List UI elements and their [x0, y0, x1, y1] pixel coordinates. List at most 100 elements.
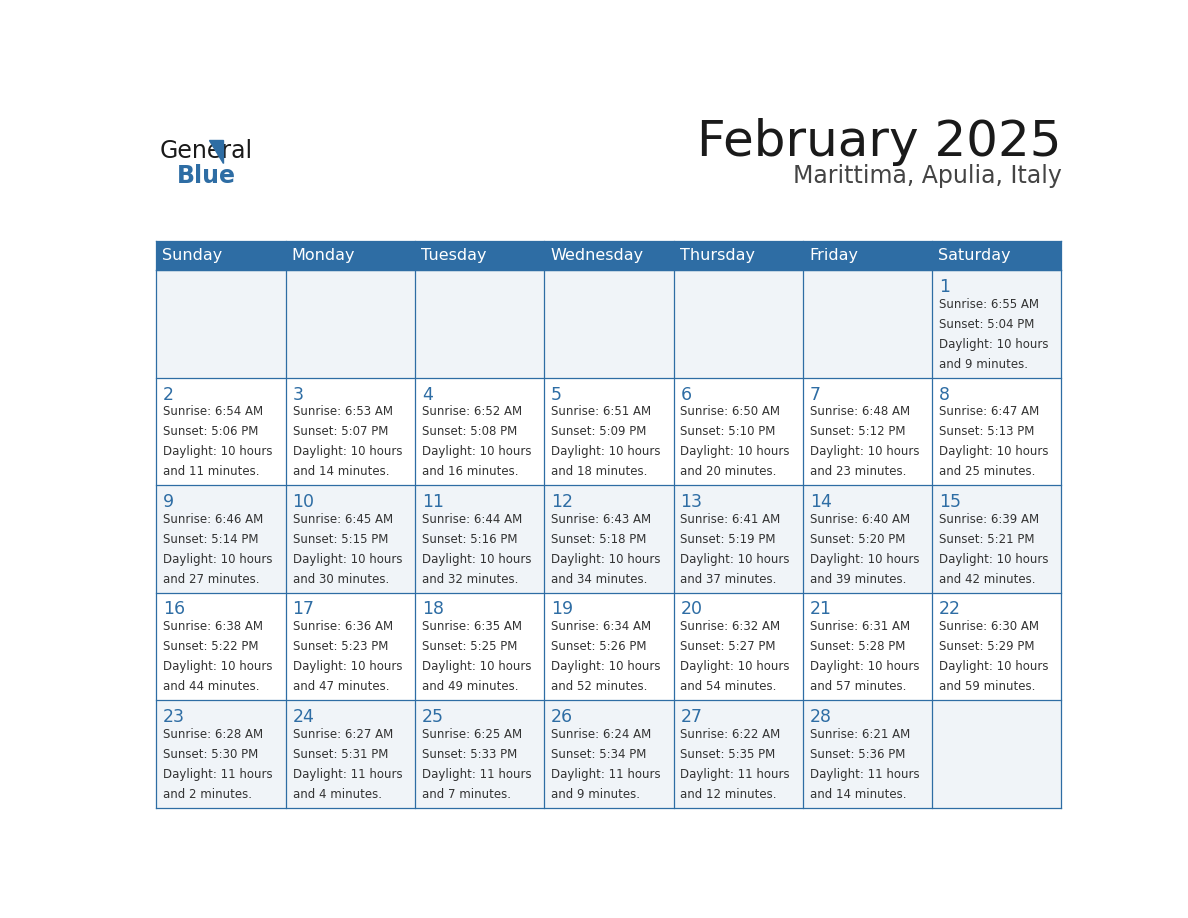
Text: Daylight: 10 hours: Daylight: 10 hours — [163, 445, 273, 458]
Bar — [674, 700, 803, 808]
Text: Sunrise: 6:25 AM: Sunrise: 6:25 AM — [422, 728, 522, 741]
Bar — [285, 270, 415, 378]
Text: Saturday: Saturday — [939, 248, 1011, 263]
Text: and 2 minutes.: and 2 minutes. — [163, 788, 252, 800]
Text: and 59 minutes.: and 59 minutes. — [939, 680, 1036, 693]
Bar — [415, 700, 544, 808]
Text: and 14 minutes.: and 14 minutes. — [810, 788, 906, 800]
Text: 23: 23 — [163, 708, 185, 726]
Text: and 18 minutes.: and 18 minutes. — [551, 465, 647, 478]
Text: Daylight: 11 hours: Daylight: 11 hours — [163, 767, 273, 780]
Text: Daylight: 11 hours: Daylight: 11 hours — [422, 767, 531, 780]
Polygon shape — [209, 140, 223, 163]
Bar — [544, 486, 674, 593]
Text: Sunset: 5:35 PM: Sunset: 5:35 PM — [681, 748, 776, 761]
Text: Monday: Monday — [292, 248, 355, 263]
Text: 17: 17 — [292, 600, 315, 619]
Bar — [285, 486, 415, 593]
Text: and 42 minutes.: and 42 minutes. — [939, 573, 1036, 586]
Text: Friday: Friday — [809, 248, 858, 263]
Text: 18: 18 — [422, 600, 444, 619]
Text: General: General — [159, 140, 253, 163]
Text: Daylight: 11 hours: Daylight: 11 hours — [292, 767, 403, 780]
Text: 3: 3 — [292, 386, 304, 404]
Text: Sunset: 5:13 PM: Sunset: 5:13 PM — [939, 425, 1035, 438]
Text: Daylight: 11 hours: Daylight: 11 hours — [551, 767, 661, 780]
Text: Daylight: 10 hours: Daylight: 10 hours — [810, 445, 920, 458]
Bar — [157, 378, 285, 486]
Bar — [933, 378, 1061, 486]
Text: 20: 20 — [681, 600, 702, 619]
Text: and 9 minutes.: and 9 minutes. — [939, 358, 1028, 371]
Text: Wednesday: Wednesday — [550, 248, 644, 263]
Text: Sunrise: 6:36 AM: Sunrise: 6:36 AM — [292, 621, 393, 633]
Text: Sunrise: 6:35 AM: Sunrise: 6:35 AM — [422, 621, 522, 633]
Bar — [674, 378, 803, 486]
Text: and 11 minutes.: and 11 minutes. — [163, 465, 260, 478]
Text: 1: 1 — [939, 278, 950, 296]
Text: Sunrise: 6:31 AM: Sunrise: 6:31 AM — [810, 621, 910, 633]
Text: Daylight: 10 hours: Daylight: 10 hours — [681, 445, 790, 458]
Text: Daylight: 10 hours: Daylight: 10 hours — [810, 660, 920, 673]
Text: and 23 minutes.: and 23 minutes. — [810, 465, 906, 478]
Text: Sunrise: 6:55 AM: Sunrise: 6:55 AM — [939, 298, 1040, 311]
Text: Daylight: 10 hours: Daylight: 10 hours — [681, 553, 790, 565]
Text: Thursday: Thursday — [680, 248, 754, 263]
Bar — [803, 593, 933, 700]
Text: Sunset: 5:18 PM: Sunset: 5:18 PM — [551, 532, 646, 546]
Text: 8: 8 — [939, 386, 950, 404]
Text: Daylight: 10 hours: Daylight: 10 hours — [422, 660, 531, 673]
Text: Sunrise: 6:45 AM: Sunrise: 6:45 AM — [292, 513, 393, 526]
Text: and 39 minutes.: and 39 minutes. — [810, 573, 906, 586]
Text: 19: 19 — [551, 600, 574, 619]
Text: and 32 minutes.: and 32 minutes. — [422, 573, 518, 586]
Bar — [157, 700, 285, 808]
Text: Sunset: 5:10 PM: Sunset: 5:10 PM — [681, 425, 776, 438]
Text: and 7 minutes.: and 7 minutes. — [422, 788, 511, 800]
Text: Sunset: 5:08 PM: Sunset: 5:08 PM — [422, 425, 517, 438]
Text: Sunset: 5:25 PM: Sunset: 5:25 PM — [422, 640, 517, 654]
Text: Sunrise: 6:39 AM: Sunrise: 6:39 AM — [939, 513, 1040, 526]
Text: Sunset: 5:09 PM: Sunset: 5:09 PM — [551, 425, 646, 438]
Text: and 34 minutes.: and 34 minutes. — [551, 573, 647, 586]
Bar — [415, 378, 544, 486]
Text: February 2025: February 2025 — [697, 118, 1061, 166]
Text: Sunrise: 6:53 AM: Sunrise: 6:53 AM — [292, 406, 392, 419]
Text: Sunset: 5:19 PM: Sunset: 5:19 PM — [681, 532, 776, 546]
Bar — [544, 593, 674, 700]
Text: 28: 28 — [810, 708, 832, 726]
Bar — [157, 486, 285, 593]
Text: Sunset: 5:04 PM: Sunset: 5:04 PM — [939, 318, 1035, 330]
Text: Daylight: 10 hours: Daylight: 10 hours — [551, 445, 661, 458]
Bar — [157, 270, 285, 378]
Text: 7: 7 — [810, 386, 821, 404]
Bar — [674, 270, 803, 378]
Text: Sunset: 5:30 PM: Sunset: 5:30 PM — [163, 748, 259, 761]
Text: Sunset: 5:26 PM: Sunset: 5:26 PM — [551, 640, 646, 654]
Text: 10: 10 — [292, 493, 315, 511]
Bar — [803, 378, 933, 486]
Text: and 47 minutes.: and 47 minutes. — [292, 680, 388, 693]
Text: and 4 minutes.: and 4 minutes. — [292, 788, 381, 800]
Text: 6: 6 — [681, 386, 691, 404]
Text: Sunrise: 6:46 AM: Sunrise: 6:46 AM — [163, 513, 264, 526]
Bar — [933, 270, 1061, 378]
Text: Daylight: 10 hours: Daylight: 10 hours — [163, 660, 273, 673]
Text: Sunset: 5:21 PM: Sunset: 5:21 PM — [939, 532, 1035, 546]
Text: and 30 minutes.: and 30 minutes. — [292, 573, 388, 586]
Text: Sunrise: 6:22 AM: Sunrise: 6:22 AM — [681, 728, 781, 741]
Text: 11: 11 — [422, 493, 444, 511]
Text: 16: 16 — [163, 600, 185, 619]
Text: Daylight: 10 hours: Daylight: 10 hours — [810, 553, 920, 565]
Text: 13: 13 — [681, 493, 702, 511]
Text: Daylight: 10 hours: Daylight: 10 hours — [292, 660, 402, 673]
Text: and 9 minutes.: and 9 minutes. — [551, 788, 640, 800]
Text: Sunset: 5:34 PM: Sunset: 5:34 PM — [551, 748, 646, 761]
Bar — [544, 378, 674, 486]
Text: and 49 minutes.: and 49 minutes. — [422, 680, 518, 693]
Bar — [285, 700, 415, 808]
Bar — [933, 700, 1061, 808]
Text: Daylight: 10 hours: Daylight: 10 hours — [292, 553, 402, 565]
Text: Sunrise: 6:30 AM: Sunrise: 6:30 AM — [939, 621, 1040, 633]
Text: Daylight: 10 hours: Daylight: 10 hours — [422, 445, 531, 458]
